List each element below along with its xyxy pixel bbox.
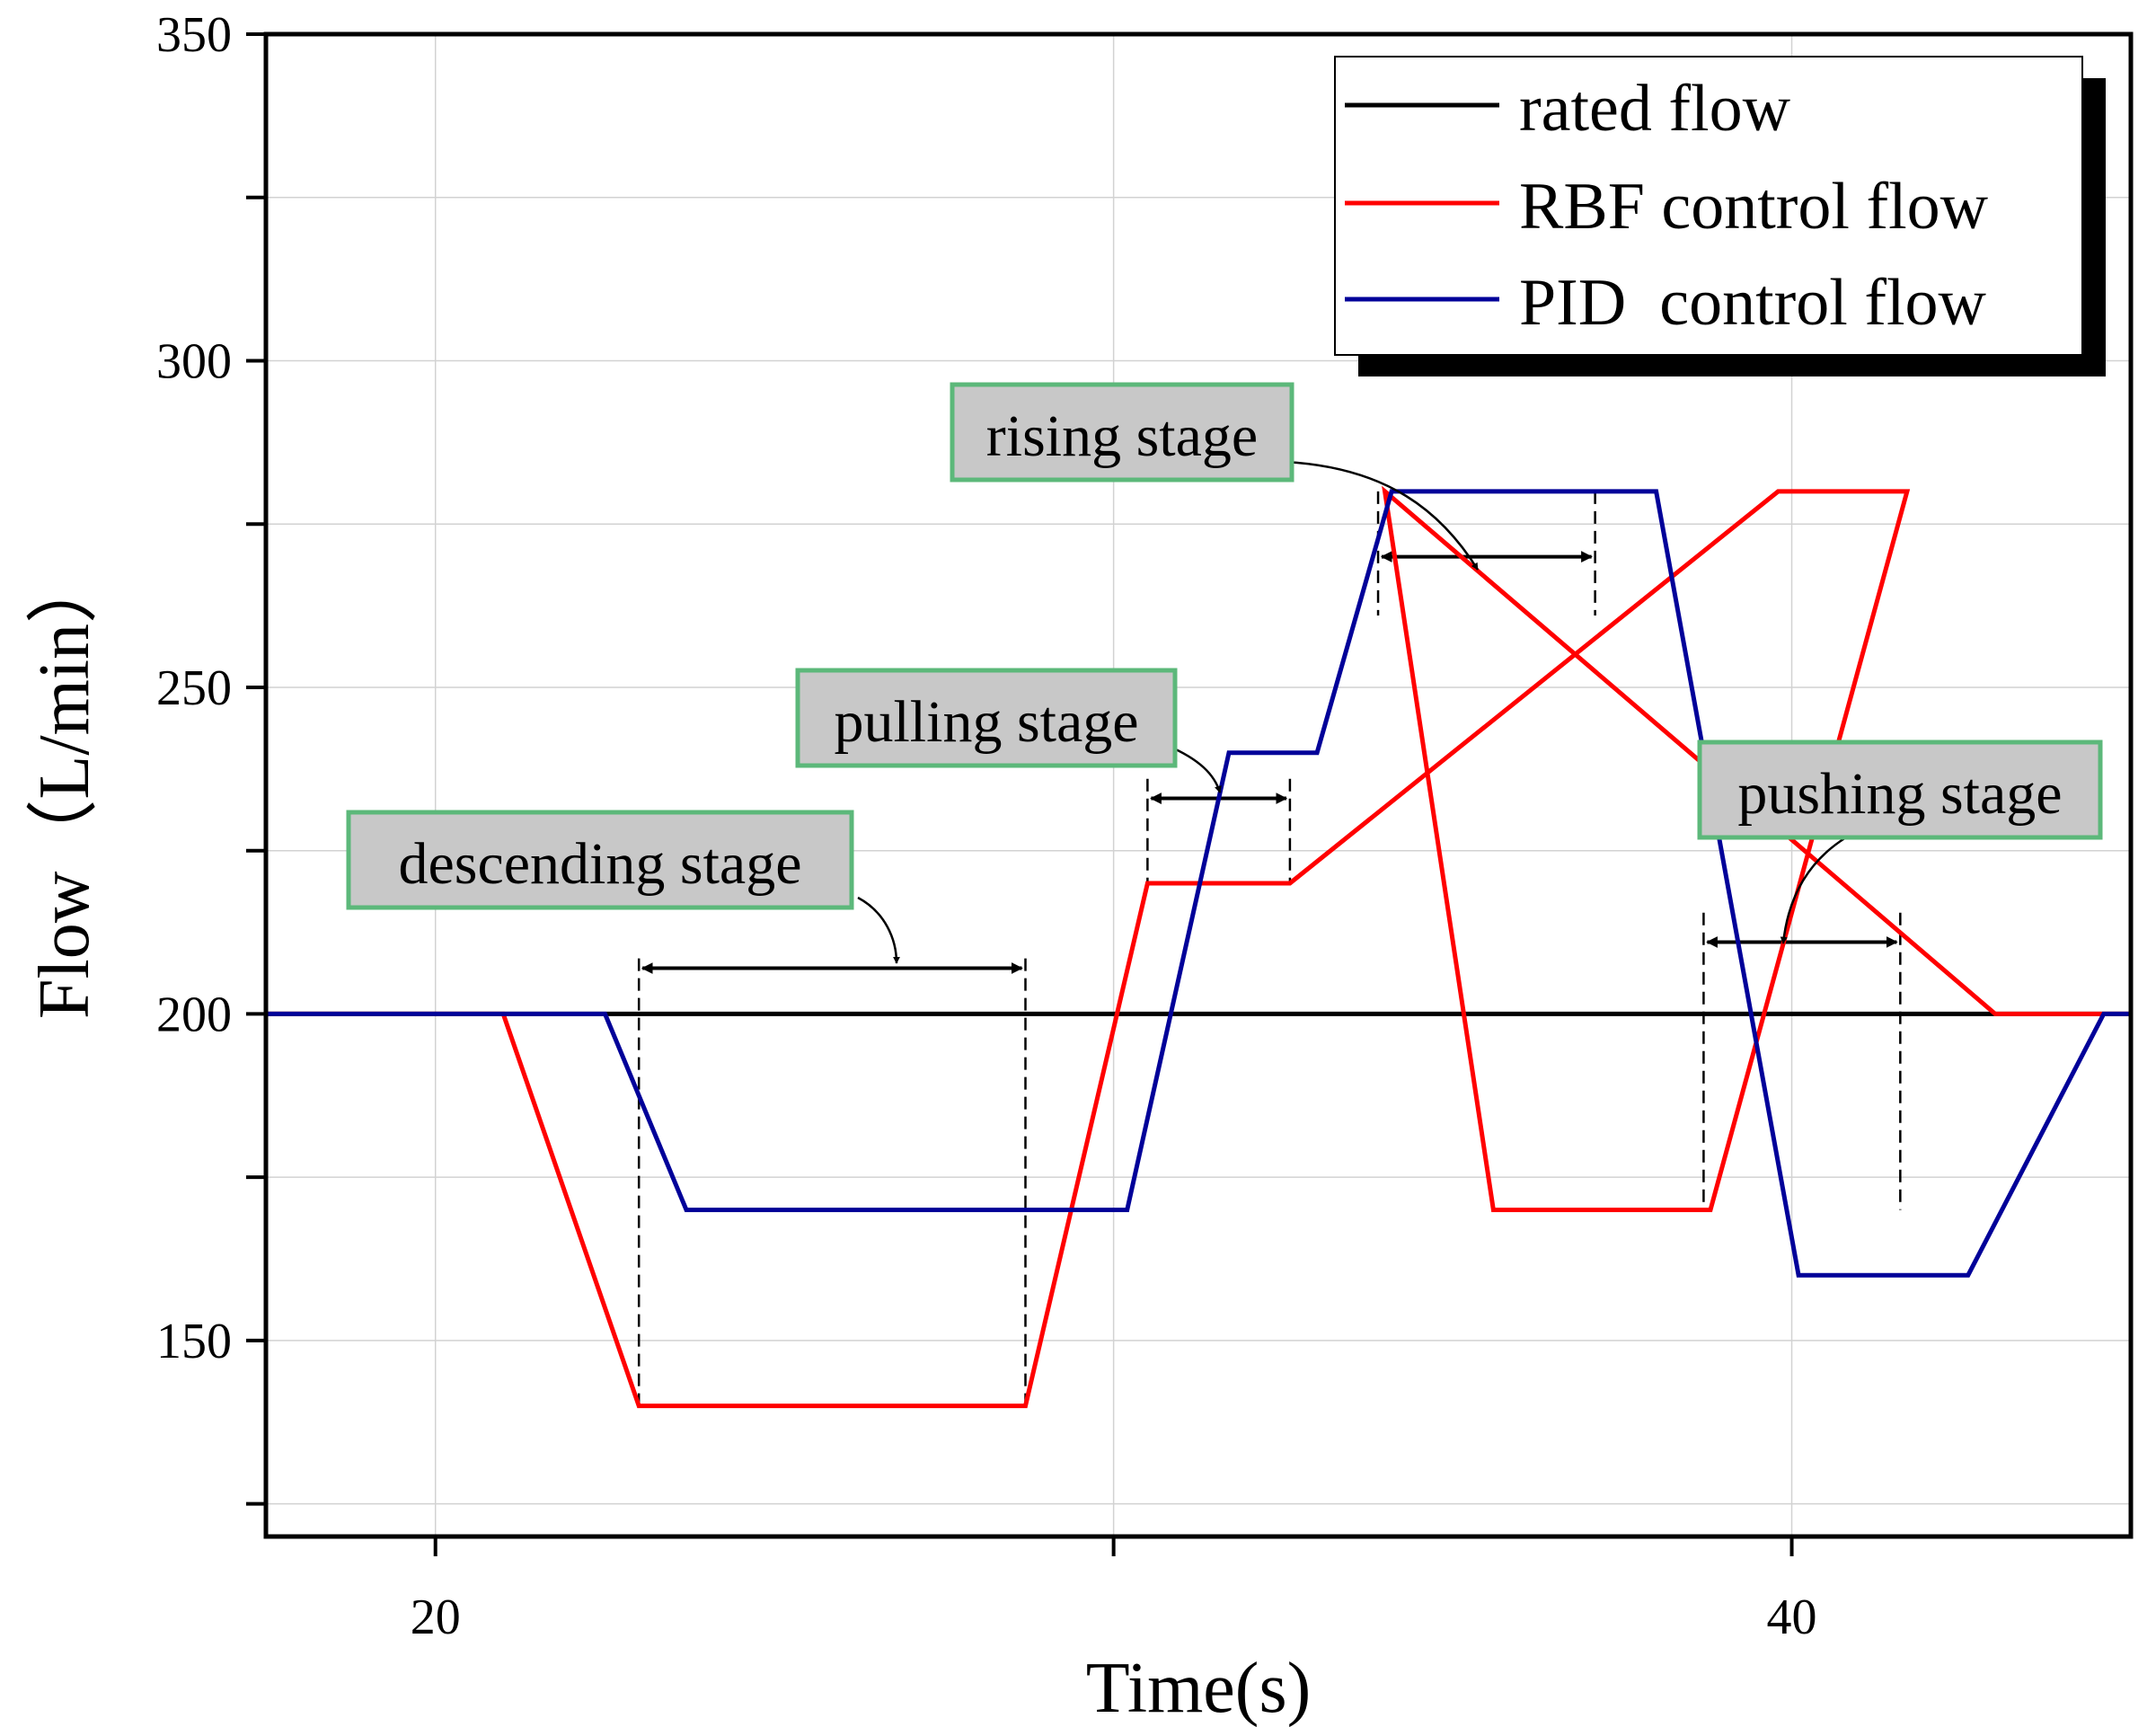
x-tick-label: 20 <box>411 1590 461 1645</box>
series-pid-control-flow-line <box>266 489 2131 1278</box>
y-tick-label: 350 <box>156 7 232 63</box>
series-layer <box>266 485 2131 1409</box>
y-tick-label: 200 <box>156 987 232 1042</box>
axes-layer: 150 200 250 300 350 20 40 <box>156 7 1817 1645</box>
legend-label-pid: PID control flow <box>1519 266 1987 340</box>
annotation-callout-descending <box>857 896 900 964</box>
annotation-guides-layer <box>637 491 1902 1406</box>
y-tick-label: 150 <box>156 1314 232 1369</box>
y-axis-title: Flow（L/min） <box>25 552 104 1019</box>
y-tick-label: 250 <box>156 660 232 716</box>
x-tick-label: 40 <box>1767 1590 1817 1645</box>
annotation-label-box-descending <box>346 810 854 910</box>
annotation-label-box-pushing <box>1697 740 2103 840</box>
y-tick-label: 300 <box>156 333 232 389</box>
annotation-labels-layer: descending stage pulling stage rising stag… <box>346 382 2103 964</box>
series-rbf-control-flow-line <box>266 485 2131 1409</box>
annotation-callout-pushing <box>1780 836 1847 944</box>
annotation-callout-rising <box>1284 460 1480 571</box>
legend-label-rated: rated flow <box>1519 72 1791 146</box>
legend-label-rbf: RBF control flow <box>1519 170 1989 244</box>
annotation-label-box-rising <box>950 382 1294 483</box>
annotation-label-rising: rising stage <box>986 403 1258 469</box>
annotation-label-descending: descending stage <box>398 831 801 897</box>
legend: rated flow RBF control flow PID control … <box>1334 56 2106 376</box>
annotation-label-pulling: pulling stage <box>834 689 1138 755</box>
annotation-label-box-pulling <box>795 668 1178 768</box>
x-axis-title: Time(s) <box>1086 1649 1311 1727</box>
annotation-label-pushing: pushing stage <box>1737 761 2062 827</box>
plot-frame <box>263 31 2134 1539</box>
